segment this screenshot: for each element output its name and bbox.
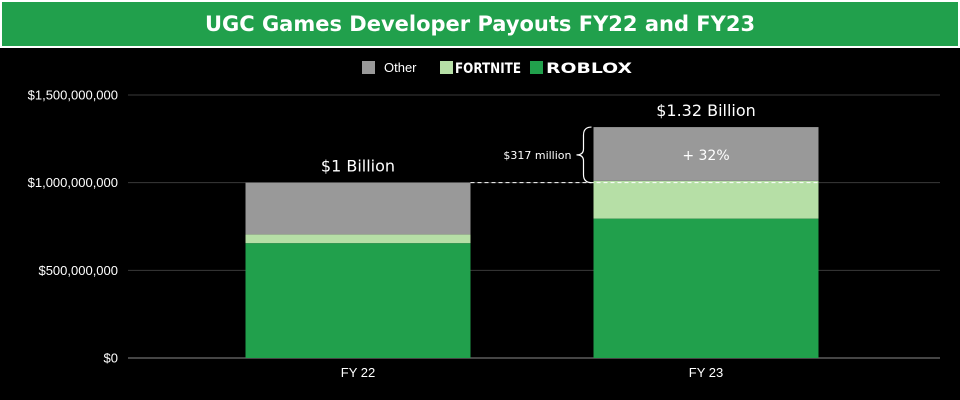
y-axis-ticks: $0 $500,000,000 $1,000,000,000 $1,500,000,0… [28, 88, 118, 366]
y-tick-label: $1,500,000,000 [28, 88, 118, 103]
legend-label-fortnite: FORTNITE [455, 61, 521, 77]
bars [245, 127, 819, 358]
legend-swatch-roblox [530, 61, 543, 74]
x-axis-labels: FY 22 FY 23 [341, 365, 723, 380]
difference-brace [576, 126, 592, 184]
title-banner: UGC Games Developer Payouts FY22 and FY2… [0, 0, 960, 48]
annotations: $1 Billion $1.32 Billion $317 million + 32% [321, 101, 819, 184]
bar-total-label: $1 Billion [321, 157, 395, 176]
legend: Other FORTNITE ROBLOX [362, 60, 632, 77]
legend-swatch-other [362, 61, 375, 74]
chart-title: UGC Games Developer Payouts FY22 and FY2… [204, 12, 756, 36]
bar-segment-other [245, 182, 471, 235]
y-tick-label: $1,000,000,000 [28, 175, 118, 190]
bar-segment-fortnite [593, 180, 819, 219]
legend-swatch-fortnite [440, 61, 453, 74]
y-tick-label: $0 [104, 351, 118, 366]
bar-segment-other [593, 127, 819, 181]
x-tick-label: FY 23 [689, 365, 723, 380]
growth-label: + 32% [682, 148, 729, 164]
bar-total-label: $1.32 Billion [656, 101, 756, 120]
bar-segment-roblox [245, 243, 471, 358]
bar-segment-fortnite [245, 234, 471, 244]
legend-label-other: Other [384, 60, 417, 75]
y-tick-label: $500,000,000 [38, 263, 118, 278]
x-tick-label: FY 22 [341, 365, 375, 380]
bar-segment-roblox [593, 218, 819, 358]
difference-label: $317 million [503, 149, 571, 162]
legend-label-roblox: ROBLOX [546, 61, 632, 77]
